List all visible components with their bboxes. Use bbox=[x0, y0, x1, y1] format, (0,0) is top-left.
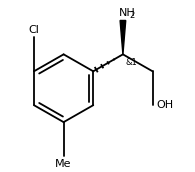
Text: Me: Me bbox=[55, 159, 72, 169]
Text: OH: OH bbox=[157, 100, 174, 110]
Text: &1: &1 bbox=[126, 58, 137, 67]
Polygon shape bbox=[120, 20, 126, 54]
Text: Cl: Cl bbox=[28, 25, 39, 35]
Text: NH: NH bbox=[119, 8, 136, 18]
Text: 2: 2 bbox=[129, 11, 135, 20]
